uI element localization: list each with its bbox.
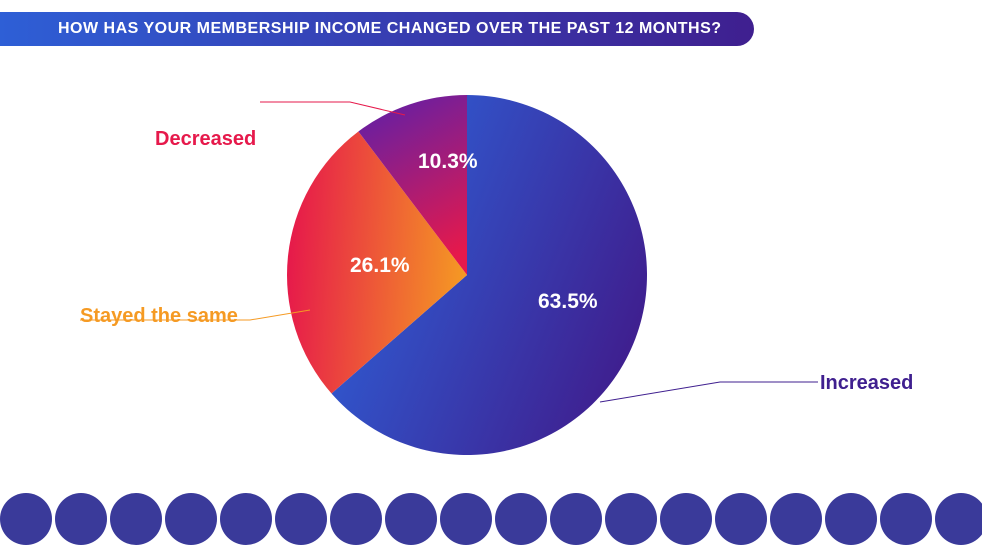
footer-bump <box>110 493 162 545</box>
label-decreased: Decreased <box>155 128 256 151</box>
footer-bump <box>330 493 382 545</box>
label-stayed: Stayed the same <box>80 305 238 328</box>
footer-bump <box>165 493 217 545</box>
footer-bump <box>0 493 52 545</box>
pct-stayed: 26.1% <box>350 254 410 277</box>
footer-bump <box>935 493 982 545</box>
pct-decreased: 10.3% <box>418 150 478 173</box>
footer-bump <box>825 493 877 545</box>
footer-bump <box>770 493 822 545</box>
footer-bump <box>880 493 932 545</box>
footer-bump <box>55 493 107 545</box>
pie-chart: 63.5% 26.1% 10.3% <box>0 0 982 521</box>
footer-bump <box>495 493 547 545</box>
footer-decoration <box>0 493 982 545</box>
leader-increased <box>600 382 818 402</box>
footer-bump <box>220 493 272 545</box>
leader-decreased <box>260 102 405 115</box>
footer-bump <box>605 493 657 545</box>
footer-bump <box>385 493 437 545</box>
footer-bump <box>275 493 327 545</box>
label-increased: Increased <box>820 372 913 395</box>
footer-bump <box>660 493 712 545</box>
footer-bump <box>715 493 767 545</box>
footer-bump <box>440 493 492 545</box>
pct-increased: 63.5% <box>538 290 598 313</box>
footer-bump <box>550 493 602 545</box>
